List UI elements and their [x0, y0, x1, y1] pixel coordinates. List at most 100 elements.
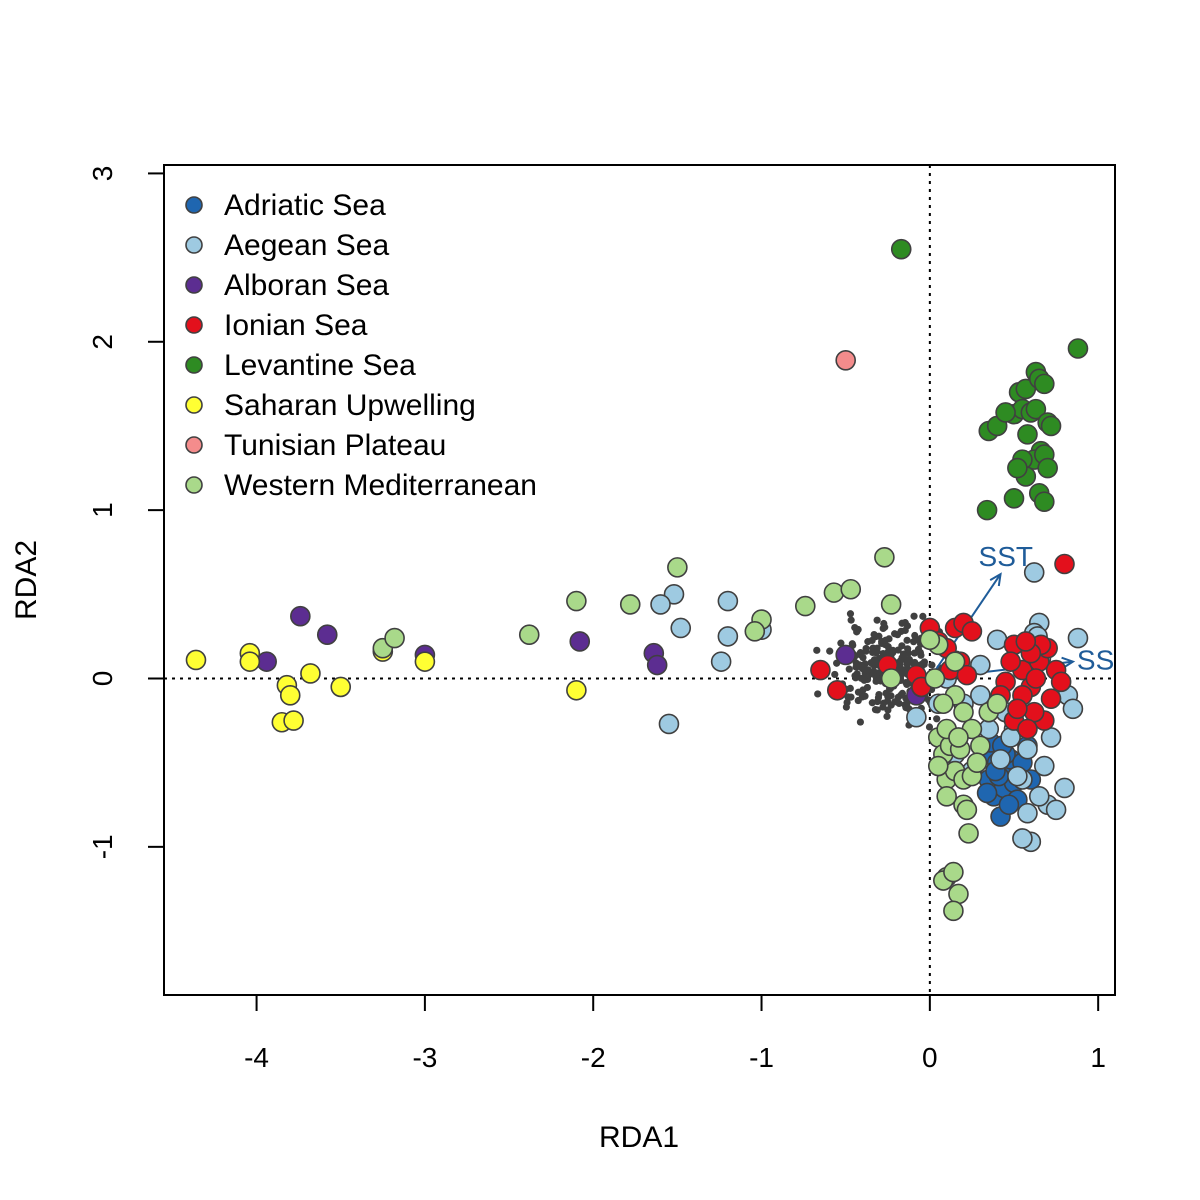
- legend-label-adriatic-sea: Adriatic Sea: [224, 189, 386, 222]
- point-western-mediterranean: [948, 883, 969, 905]
- background-point: [925, 723, 934, 731]
- point-western-mediterranean: [566, 590, 587, 612]
- x-tick-label: -3: [412, 1042, 437, 1073]
- point-aegean-sea: [710, 651, 732, 672]
- x-tick-label: -1: [749, 1042, 774, 1073]
- background-point: [854, 688, 863, 696]
- legend-marker-western-mediterranean: [185, 476, 203, 494]
- point-western-mediterranean: [958, 823, 979, 844]
- background-point: [903, 636, 911, 644]
- background-point: [846, 684, 854, 692]
- point-saharan-upwelling: [185, 649, 207, 671]
- legend-marker-levantine-sea: [185, 356, 203, 374]
- background-point: [848, 640, 856, 648]
- point-alboran-sea: [316, 624, 338, 646]
- point-ionian-sea: [810, 659, 831, 681]
- point-aegean-sea: [1054, 777, 1075, 799]
- background-point: [873, 616, 881, 624]
- background-point: [814, 690, 822, 698]
- point-alboran-sea: [569, 631, 591, 652]
- point-aegean-sea: [658, 713, 680, 735]
- background-point: [813, 646, 821, 654]
- background-point: [856, 649, 865, 657]
- point-saharan-upwelling: [239, 651, 261, 672]
- point-saharan-upwelling: [330, 676, 352, 698]
- background-point: [856, 718, 865, 726]
- point-levantine-sea: [1037, 457, 1058, 479]
- background-point: [933, 715, 941, 723]
- point-aegean-sea: [986, 629, 1008, 651]
- point-alboran-sea: [646, 654, 668, 676]
- point-levantine-sea: [995, 402, 1016, 423]
- background-point: [919, 612, 927, 620]
- legend-marker-saharan-upwelling: [185, 396, 203, 414]
- point-western-mediterranean: [966, 752, 988, 773]
- background-point: [845, 665, 853, 673]
- background-point: [882, 636, 890, 644]
- background-point: [872, 677, 880, 685]
- point-aegean-sea: [1017, 802, 1038, 824]
- point-ionian-sea: [1040, 688, 1062, 709]
- background-point: [920, 660, 928, 668]
- background-point: [861, 692, 869, 700]
- background-point: [911, 658, 919, 667]
- point-western-mediterranean: [794, 595, 816, 617]
- y-tick-label: 0: [87, 671, 118, 687]
- background-point: [897, 691, 905, 699]
- point-western-mediterranean: [986, 693, 1008, 715]
- point-western-mediterranean: [880, 668, 902, 689]
- arrow-label-ss: SS: [1077, 645, 1114, 676]
- legend-marker-adriatic-sea: [185, 196, 203, 214]
- point-ionian-sea: [1050, 671, 1072, 693]
- point-western-mediterranean: [953, 701, 974, 723]
- legend-label-levantine-sea: Levantine Sea: [224, 349, 416, 382]
- background-point: [899, 668, 907, 676]
- y-tick-label: 1: [87, 502, 118, 518]
- background-point: [861, 660, 869, 668]
- point-saharan-upwelling: [414, 651, 436, 672]
- point-western-mediterranean: [944, 651, 966, 672]
- y-axis-title: RDA2: [10, 540, 43, 620]
- background-point: [880, 699, 888, 707]
- y-axis: -1 0 1 2 3: [87, 166, 164, 859]
- plot-area: SST SS: [164, 165, 1115, 995]
- point-aegean-sea: [1045, 799, 1067, 821]
- background-point: [851, 672, 859, 680]
- point-aegean-sea: [1034, 755, 1055, 777]
- point-ionian-sea: [1017, 718, 1038, 740]
- background-point: [871, 706, 880, 714]
- background-point: [883, 712, 891, 721]
- point-saharan-upwelling: [283, 710, 304, 731]
- background-point: [870, 667, 878, 676]
- point-western-mediterranean: [823, 582, 845, 603]
- legend-marker-aegean-sea: [185, 236, 203, 254]
- point-aegean-sea: [717, 626, 739, 647]
- point-western-mediterranean: [927, 755, 949, 777]
- background-point: [904, 645, 912, 653]
- background-point: [887, 701, 895, 709]
- legend-label-saharan-upwelling: Saharan Upwelling: [224, 389, 476, 422]
- point-western-mediterranean: [956, 799, 978, 821]
- point-western-mediterranean: [943, 861, 964, 883]
- background-point: [910, 649, 919, 657]
- point-levantine-sea: [1034, 373, 1055, 395]
- background-point: [847, 616, 855, 624]
- x-tick-label: 1: [1090, 1042, 1106, 1073]
- legend: Adriatic Sea Aegean Sea Alboran Sea Ionian …: [185, 189, 537, 502]
- background-point: [884, 643, 892, 651]
- legend-marker-ionian-sea: [185, 316, 203, 334]
- x-axis: -4 -3 -2 -1 0 1: [244, 994, 1106, 1073]
- point-ionian-sea: [826, 679, 848, 701]
- point-western-mediterranean: [840, 578, 862, 600]
- background-point: [846, 610, 855, 618]
- point-levantine-sea: [976, 499, 998, 521]
- point-western-mediterranean: [970, 735, 991, 757]
- point-aegean-sea: [1023, 562, 1045, 583]
- background-point: [909, 638, 918, 646]
- background-point: [875, 690, 883, 699]
- background-point: [928, 661, 936, 669]
- point-western-mediterranean: [948, 727, 969, 748]
- y-tick-label: 3: [87, 166, 118, 182]
